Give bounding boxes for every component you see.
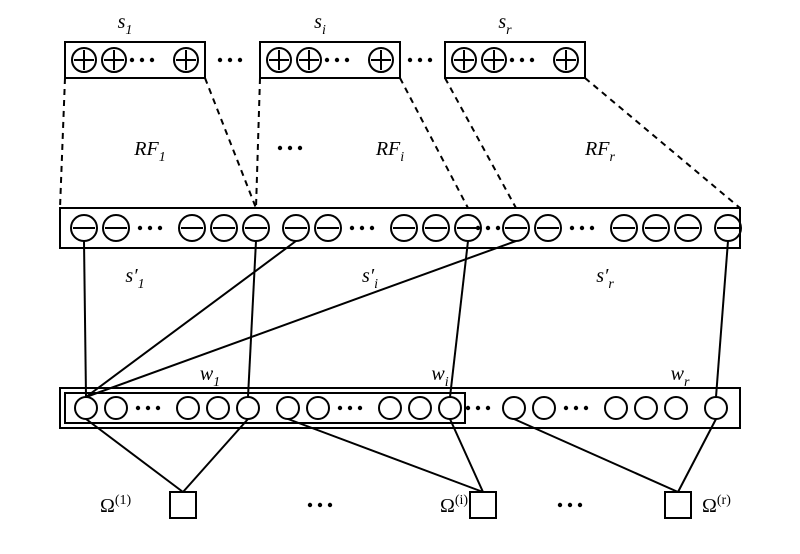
svg-text:Ω(i): Ω(i) [440, 493, 468, 517]
svg-text:sr: sr [498, 11, 512, 38]
svg-text:Ω(r): Ω(r) [702, 493, 731, 517]
svg-text:RFi: RFi [375, 138, 404, 165]
svg-text:RFr: RFr [584, 138, 615, 165]
svg-text:Ω(1): Ω(1) [100, 493, 132, 517]
svg-text:s′r: s′r [596, 265, 614, 292]
svg-text:wi: wi [431, 363, 448, 390]
svg-text:s′1: s′1 [125, 265, 144, 292]
svg-text:RF1: RF1 [133, 138, 165, 165]
diagram-canvas: s1 si sr RF1 RFi RFr s′1 s′i s′r w1 wi wr Ω(1) Ω(i) Ω(… [0, 0, 800, 554]
svg-text:wr: wr [671, 363, 690, 390]
svg-text:s1: s1 [118, 11, 133, 38]
svg-text:si: si [314, 11, 326, 38]
svg-text:w1: w1 [200, 363, 220, 390]
svg-text:s′i: s′i [362, 265, 378, 292]
